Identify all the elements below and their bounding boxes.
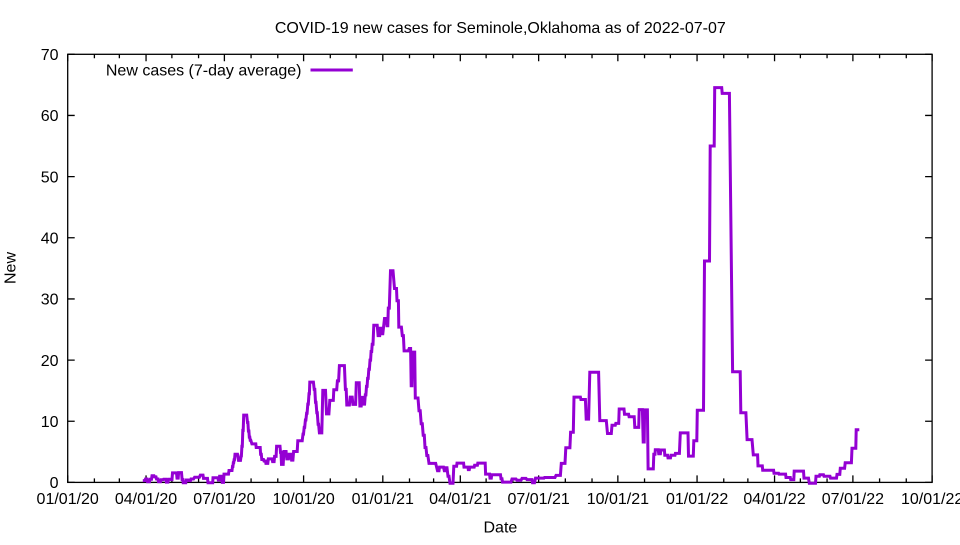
- svg-text:40: 40: [41, 231, 59, 248]
- svg-text:60: 60: [41, 108, 59, 125]
- svg-text:10/01/22: 10/01/22: [901, 491, 960, 508]
- svg-text:0: 0: [50, 475, 59, 492]
- svg-text:New: New: [3, 252, 20, 284]
- svg-text:07/01/20: 07/01/20: [193, 491, 255, 508]
- svg-text:01/01/20: 01/01/20: [37, 491, 99, 508]
- svg-text:07/01/22: 07/01/22: [822, 491, 884, 508]
- svg-text:50: 50: [41, 169, 59, 186]
- svg-text:04/01/21: 04/01/21: [429, 491, 491, 508]
- svg-text:70: 70: [41, 47, 59, 64]
- svg-text:10: 10: [41, 414, 59, 431]
- svg-text:New cases (7-day average): New cases (7-day average): [106, 62, 302, 79]
- svg-text:20: 20: [41, 353, 59, 370]
- svg-text:04/01/20: 04/01/20: [115, 491, 177, 508]
- svg-text:01/01/22: 01/01/22: [666, 491, 728, 508]
- svg-text:04/01/22: 04/01/22: [743, 491, 805, 508]
- svg-text:01/01/21: 01/01/21: [352, 491, 414, 508]
- svg-text:Date: Date: [484, 520, 518, 537]
- svg-text:10/01/20: 10/01/20: [272, 491, 334, 508]
- svg-text:10/01/21: 10/01/21: [587, 491, 649, 508]
- svg-text:30: 30: [41, 292, 59, 309]
- svg-text:07/01/21: 07/01/21: [507, 491, 569, 508]
- svg-text:COVID-19 new cases for Seminol: COVID-19 new cases for Seminole,Oklahoma…: [275, 20, 726, 37]
